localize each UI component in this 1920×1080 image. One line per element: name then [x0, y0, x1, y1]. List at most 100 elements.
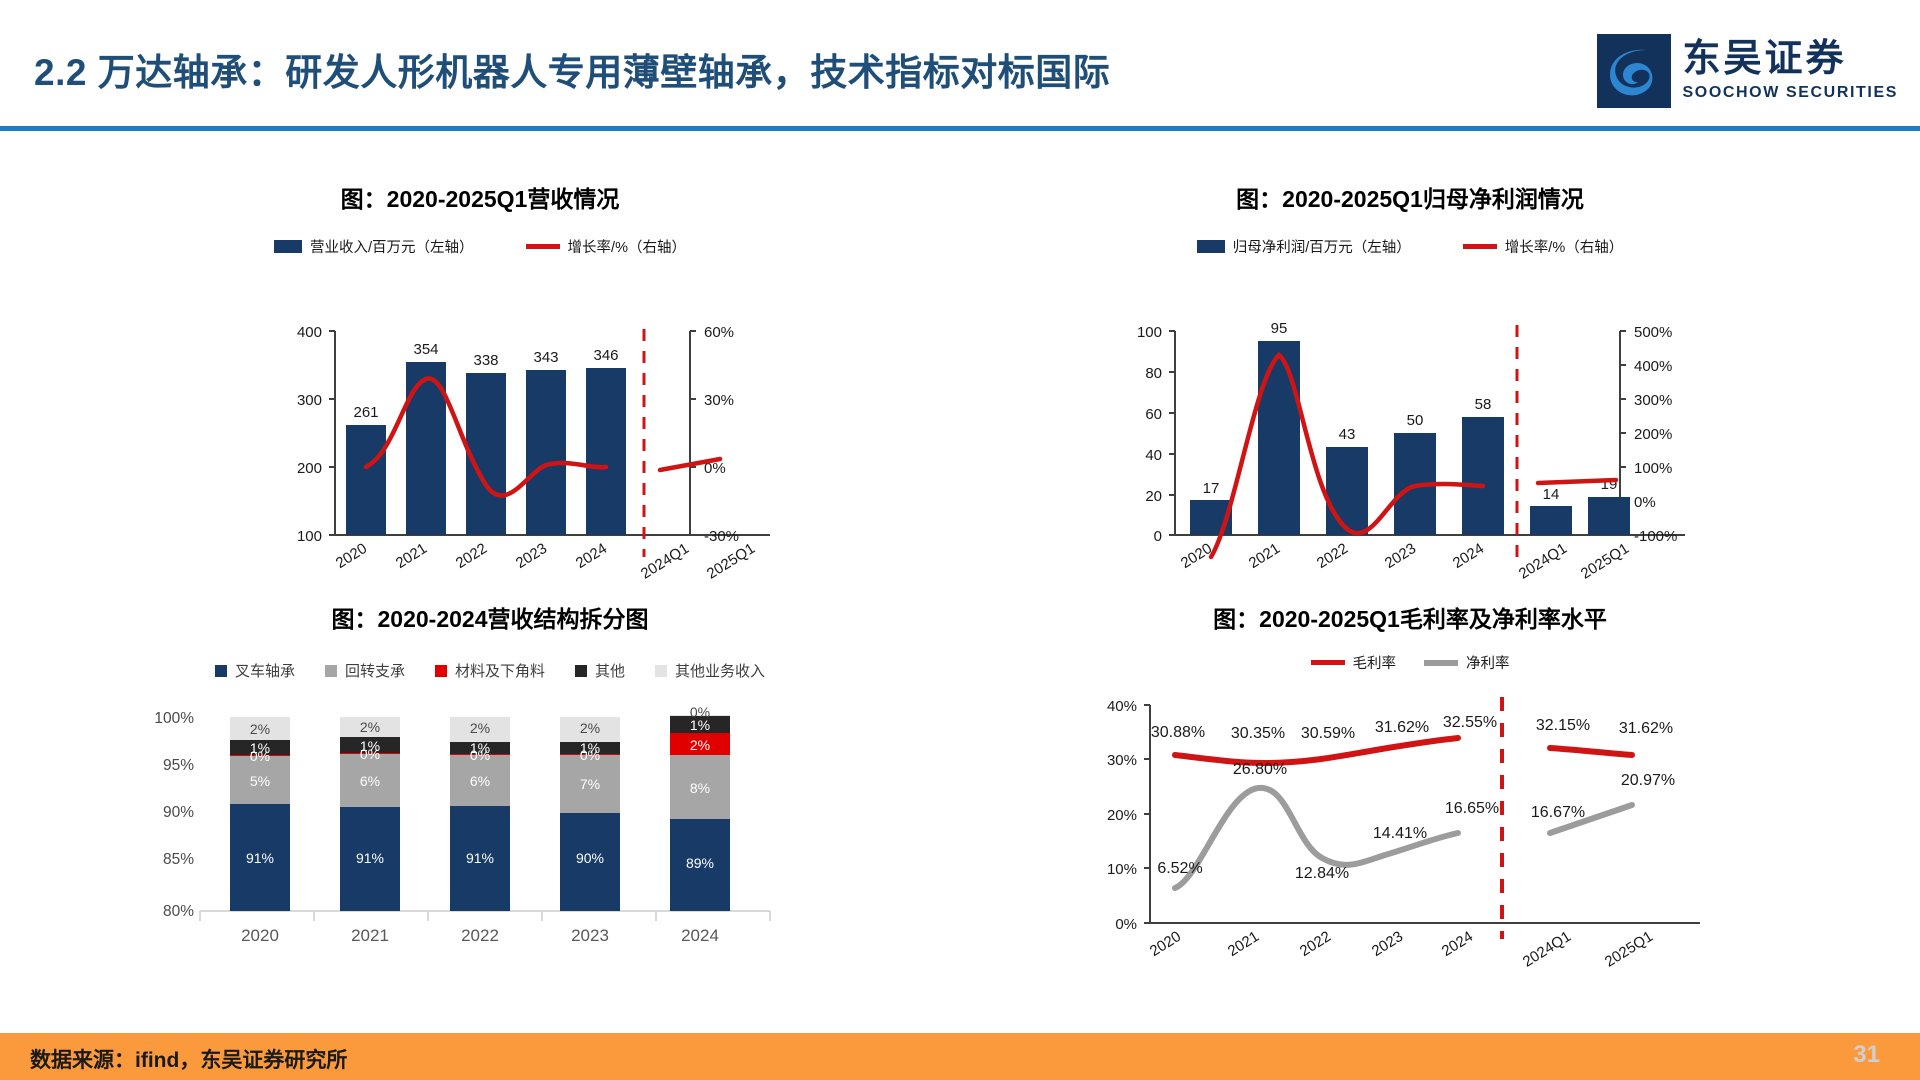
y-tick-label: 20 — [1145, 488, 1162, 505]
y-tick-label: 0% — [1115, 916, 1137, 933]
x-tick-label: 2024 — [681, 926, 719, 945]
y-tick-label: 100 — [297, 528, 322, 545]
bar-label: 346 — [593, 347, 618, 364]
y-tick-label: 80% — [163, 903, 194, 920]
y2-tick-label: 500% — [1634, 324, 1672, 341]
segment-label: 1% — [360, 738, 380, 754]
data-label: 30.59% — [1301, 725, 1355, 742]
data-label: 31.62% — [1375, 719, 1429, 736]
segment-label: 0% — [250, 748, 270, 764]
y2-tick-label: 100% — [1634, 460, 1672, 477]
y-tick-label: 20% — [1107, 807, 1137, 824]
stack-2022: 91% 6% 0% 1% 2% — [450, 717, 510, 911]
y-tick-label: 40% — [1107, 698, 1137, 715]
data-label: 26.80% — [1233, 761, 1287, 778]
segment-label: 7% — [580, 776, 600, 792]
x-tick-label: 2025Q1 — [704, 540, 758, 583]
chart-structure: 图：2020-2024营收结构拆分图 叉车轴承 回转支承 材料及下角料 其他 其… — [150, 600, 830, 953]
legend-label: 归母净利润/百万元（左轴） — [1232, 240, 1411, 256]
chart-revenue-title: 图：2020-2025Q1营收情况 — [340, 186, 620, 212]
stack-2023: 90% 7% 0% 1% 2% — [560, 717, 620, 911]
x-tick-label: 2022 — [1297, 928, 1334, 960]
page-number: 31 — [1853, 1041, 1880, 1068]
y2-tick-label: -100% — [1634, 528, 1677, 545]
legend-item-slewing-bearing: 回转支承 — [324, 660, 405, 681]
bar-label: 50 — [1407, 412, 1424, 429]
bar-label: 261 — [353, 404, 378, 421]
stack-2020: 91% 5% 0% 1% 2% — [230, 717, 290, 911]
data-label: 16.65% — [1445, 800, 1499, 817]
x-tick-label: 2022 — [453, 540, 490, 572]
segment-label: 6% — [470, 773, 490, 789]
bar-label: 14 — [1543, 486, 1560, 503]
growth-line-forecast — [1535, 477, 1619, 486]
segment-label: 1% — [690, 717, 710, 733]
segment-label: 2% — [470, 720, 490, 736]
legend-square-icon — [214, 664, 227, 677]
legend-label: 净利率 — [1466, 656, 1510, 672]
bar-label: 95 — [1271, 320, 1288, 337]
segment-label: 1% — [250, 740, 270, 756]
chart-structure-legend: 叉车轴承 回转支承 材料及下角料 其他 其他业务收入 — [150, 660, 830, 681]
x-tick-label: 2024 — [1450, 540, 1487, 572]
logo-chinese-name: 东吴证券 — [1682, 38, 1847, 81]
legend-item-net-margin: 净利率 — [1424, 652, 1510, 673]
x-tick-label: 2021 — [393, 540, 430, 572]
y-tick-label: 40 — [1145, 447, 1162, 464]
y-tick-label: 300 — [297, 392, 322, 409]
x-tick-label: 2023 — [1369, 928, 1406, 960]
legend-line-swatch-icon — [1424, 659, 1458, 666]
y2-tick-label: 400% — [1634, 358, 1672, 375]
legend-bar-swatch-icon — [1196, 240, 1225, 253]
chart-margins-plot: 40% 30% 20% 10% 0% 30.88% 30.35% 30.59% — [1060, 683, 1760, 973]
chart-netprofit-plot: 100 80 60 40 20 0 500% — [1060, 267, 1760, 587]
legend-line-swatch-icon — [525, 244, 560, 249]
bar-2022 — [1326, 447, 1368, 535]
x-tick-label: 2024 — [1439, 928, 1476, 960]
segment-label: 89% — [686, 855, 714, 871]
header-divider-rule — [0, 126, 1920, 131]
legend-item-revenue-growth: 增长率/%（右轴） — [525, 236, 686, 257]
x-tick-label: 2020 — [1147, 928, 1184, 960]
x-tick-label: 2025Q1 — [1578, 540, 1632, 583]
bar-2020 — [346, 425, 386, 535]
segment-label: 6% — [360, 773, 380, 789]
page-title: 2.2 万达轴承：研发人形机器人专用薄壁轴承，技术指标对标国际 — [34, 52, 1111, 93]
legend-label: 其他 — [595, 663, 626, 680]
segment-label: 2% — [360, 719, 380, 735]
bar-2024 — [1462, 417, 1504, 535]
legend-item-forklift-bearing: 叉车轴承 — [214, 660, 295, 681]
y2-tick-label: 30% — [704, 392, 734, 409]
x-tick-label: 2021 — [351, 926, 389, 945]
segment-label: 1% — [470, 740, 490, 756]
legend-item-netprofit-bar: 归母净利润/百万元（左轴） — [1196, 236, 1411, 257]
data-label: 16.67% — [1531, 804, 1585, 821]
segment-label: 1% — [580, 740, 600, 756]
bar-2023 — [526, 370, 566, 535]
legend-square-icon — [434, 664, 447, 677]
data-source-text: 数据来源：ifind，东吴证券研究所 — [30, 1049, 348, 1072]
bar-label: 43 — [1339, 426, 1356, 443]
y2-tick-label: -30% — [704, 528, 739, 545]
chart-structure-title: 图：2020-2024营收结构拆分图 — [331, 606, 649, 632]
legend-item-material-scrap: 材料及下角料 — [434, 660, 545, 681]
bar-label: 343 — [533, 349, 558, 366]
data-label: 14.41% — [1373, 825, 1427, 842]
y2-tick-label: 0% — [1634, 494, 1656, 511]
legend-line-swatch-icon — [1310, 660, 1345, 665]
y2-tick-label: 60% — [704, 324, 734, 341]
segment-label: 0% — [360, 746, 380, 762]
x-tick-label: 2024Q1 — [1516, 540, 1570, 583]
segment-label: 91% — [356, 850, 384, 866]
chart-structure-plot: 100% 95% 90% 85% 80% 91% 5% 0% — [150, 693, 830, 953]
x-tick-label: 2020 — [1178, 540, 1215, 572]
legend-square-icon — [324, 664, 337, 677]
x-tick-label: 2021 — [1225, 928, 1262, 960]
chart-netprofit: 图：2020-2025Q1归母净利润情况 归母净利润/百万元（左轴） 增长率/%… — [1060, 180, 1760, 587]
segment-label: 91% — [246, 850, 274, 866]
data-label: 12.84% — [1295, 865, 1349, 882]
legend-square-icon — [575, 664, 587, 677]
y-tick-label: 200 — [297, 460, 322, 477]
data-label: 30.88% — [1151, 724, 1205, 741]
